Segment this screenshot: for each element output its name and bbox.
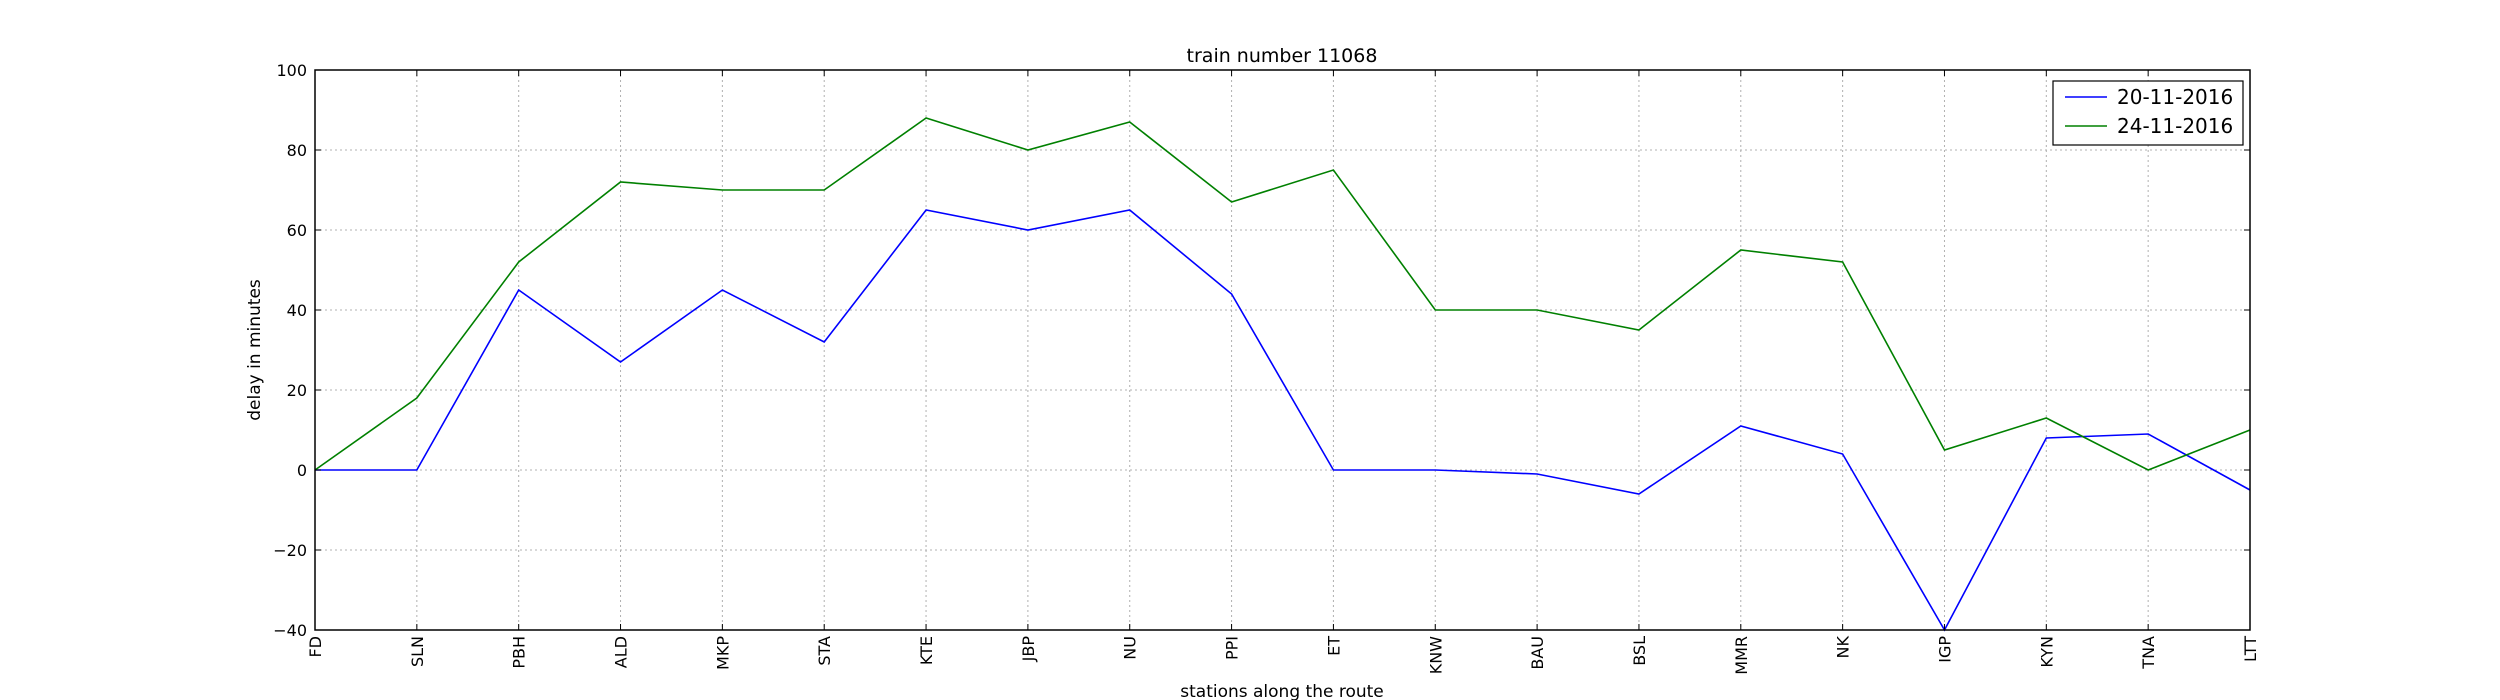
x-tick-label: FD xyxy=(306,636,325,658)
y-tick-label: 60 xyxy=(287,221,307,240)
x-tick-label: SLN xyxy=(408,636,427,667)
x-axis-title: stations along the route xyxy=(1180,682,1384,700)
y-tick-label: 40 xyxy=(287,301,307,320)
y-axis-title: delay in minutes xyxy=(245,279,265,421)
x-tick-label: NU xyxy=(1121,636,1140,660)
series-line-20-11-2016 xyxy=(315,209,2251,632)
legend-label: 20-11-2016 xyxy=(2117,85,2233,109)
y-tick-label: −40 xyxy=(273,621,307,640)
y-tick-label: −20 xyxy=(273,541,307,560)
x-tick-label: KTE xyxy=(917,636,936,665)
y-tick-label: 20 xyxy=(287,381,307,400)
x-tick-label: LTT xyxy=(2241,636,2260,662)
x-tick-label: BSL xyxy=(1630,636,1649,666)
chart-title: train number 11068 xyxy=(1187,45,1378,67)
x-tick-label: TNA xyxy=(2139,636,2158,670)
grid xyxy=(314,69,2251,631)
legend: 20-11-2016 24-11-2016 xyxy=(2052,80,2244,146)
x-tick-label: KYN xyxy=(2037,636,2056,668)
x-tick-label: ALD xyxy=(612,636,631,668)
x-tick-label: ET xyxy=(1324,636,1343,656)
plot-frame xyxy=(314,69,2251,631)
series-layer xyxy=(314,117,2251,632)
legend-box xyxy=(2052,80,2244,146)
y-tick-label: 80 xyxy=(287,141,307,160)
x-tick-label: NK xyxy=(1834,636,1853,659)
x-tick-label: PPI xyxy=(1223,636,1242,660)
x-axis-ticks: FD SLN PBH ALD MKP STA KTE JBP NU PPI ET KNW BAU BSL M… xyxy=(306,70,2260,675)
y-axis-ticks: −40 −20 0 20 40 60 80 100 xyxy=(273,61,2250,640)
x-tick-label: STA xyxy=(815,636,834,666)
x-tick-label: MMR xyxy=(1732,636,1751,675)
x-tick-label: JBP xyxy=(1019,636,1038,663)
x-tick-label: IGP xyxy=(1935,636,1954,663)
y-tick-label: 0 xyxy=(297,461,307,480)
x-tick-label: KNW xyxy=(1426,636,1445,674)
x-tick-label: PBH xyxy=(510,636,529,669)
x-tick-label: BAU xyxy=(1528,636,1547,670)
series-line-24-11-2016 xyxy=(314,117,2251,471)
y-tick-label: 100 xyxy=(276,61,307,80)
legend-label: 24-11-2016 xyxy=(2117,114,2233,138)
x-tick-label: MKP xyxy=(713,636,732,670)
